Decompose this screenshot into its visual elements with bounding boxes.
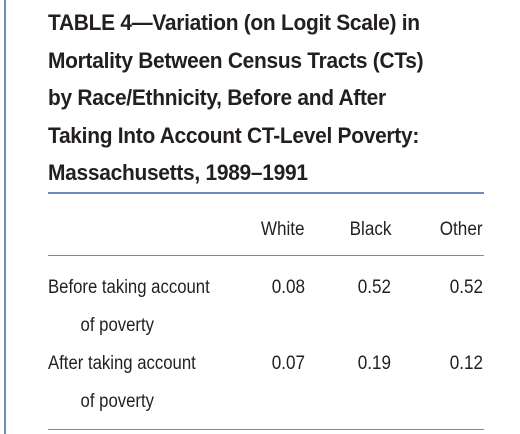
row-label-after: After taking account of poverty: [48, 345, 196, 421]
left-margin-rule: [4, 0, 6, 434]
column-header-black: Black: [349, 219, 391, 240]
cell-after-black: 0.19: [357, 353, 391, 374]
column-header-white: White: [261, 219, 305, 240]
table-title-line-2: Mortality Between Census Tracts (CTs): [48, 47, 424, 73]
cell-before-black: 0.52: [357, 277, 391, 298]
row-label-before-line-1: Before taking account: [48, 277, 210, 298]
table-title-line-3: by Race/Ethnicity, Before and After: [48, 85, 386, 110]
cell-after-white: 0.07: [271, 353, 305, 374]
table-title-line-5: Massachusetts, 1989–1991: [48, 160, 308, 185]
table-bottom-rule: [48, 429, 484, 430]
header-rule: [48, 255, 484, 256]
cell-before-other: 0.52: [449, 277, 483, 298]
table-title-line-1: TABLE 4—Variation (on Logit Scale) in: [48, 10, 420, 35]
row-label-after-line-1: After taking account: [48, 353, 196, 374]
table-title: TABLE 4—Variation (on Logit Scale) in Mo…: [48, 4, 457, 192]
cell-before-white: 0.08: [271, 277, 305, 298]
column-header-other: Other: [440, 219, 483, 240]
table-title-line-4: Taking Into Account CT-Level Poverty:: [48, 122, 420, 148]
row-label-after-line-2: of poverty: [80, 391, 154, 412]
cell-after-other: 0.12: [449, 353, 483, 374]
table-top-rule: [48, 192, 484, 194]
row-label-before: Before taking account of poverty: [48, 269, 210, 345]
row-label-before-line-2: of poverty: [80, 315, 154, 336]
